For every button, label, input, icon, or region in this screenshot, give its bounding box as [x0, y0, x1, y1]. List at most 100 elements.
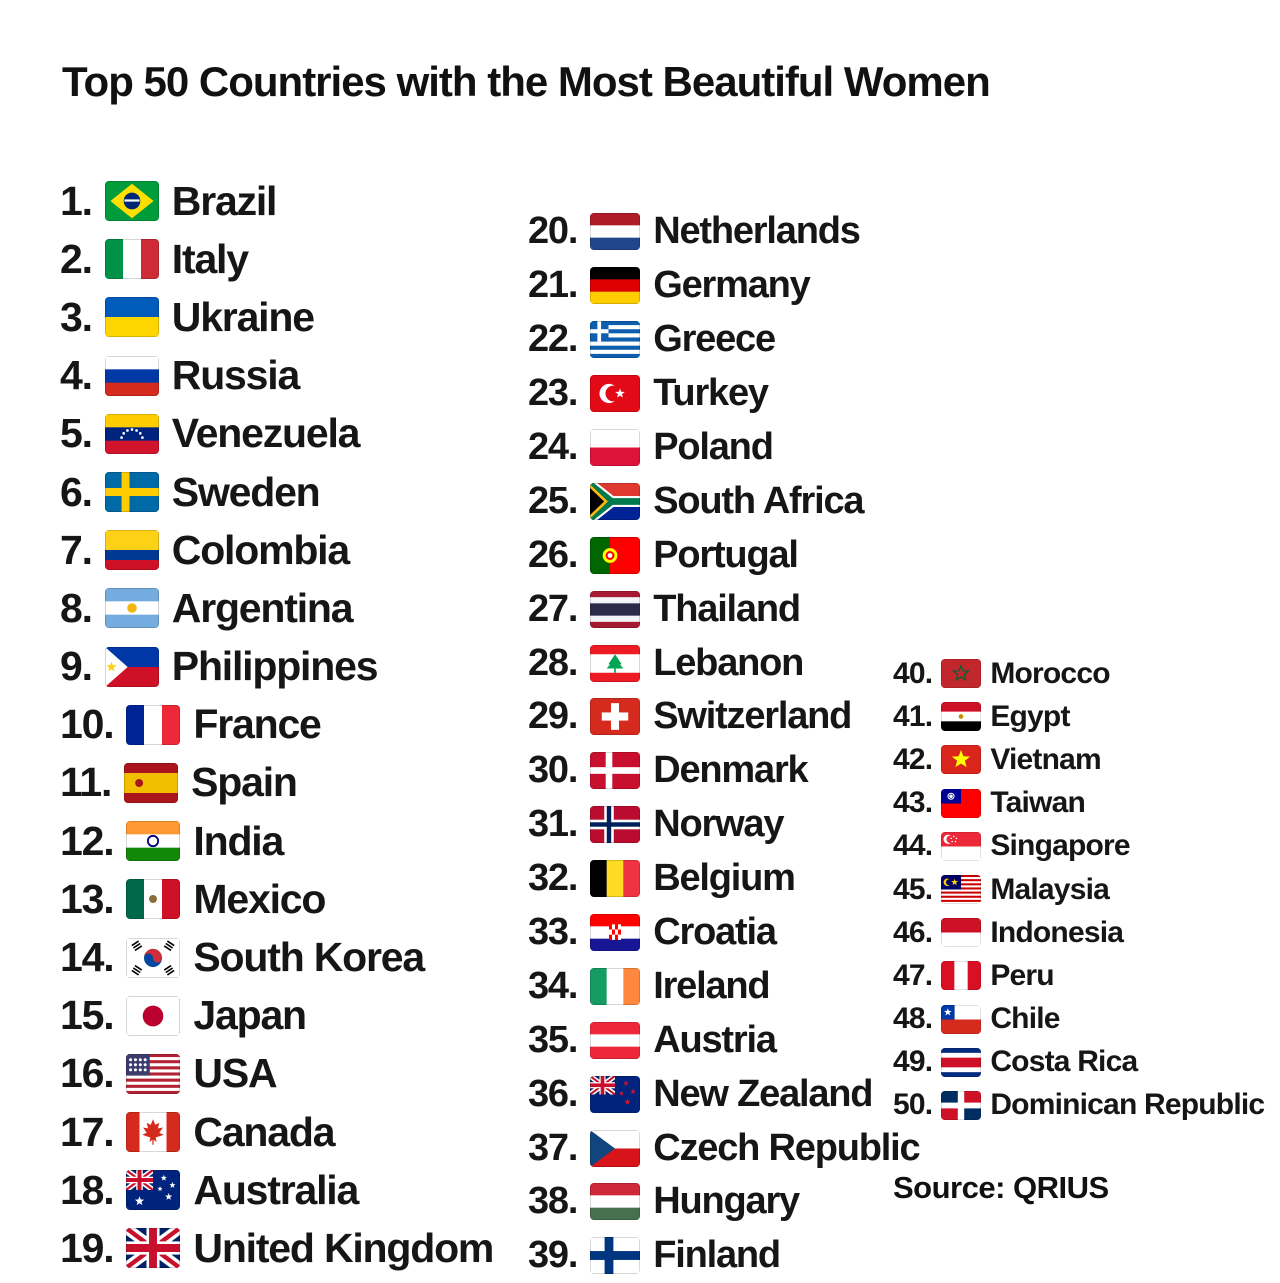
- list-item: 23. Turkey: [528, 367, 919, 421]
- rank-label: 29.: [528, 695, 578, 738]
- country-name: Lebanon: [653, 641, 804, 684]
- country-name: South Korea: [193, 934, 425, 981]
- list-item: 43. Taiwan: [893, 782, 1264, 825]
- list-item: 11. Spain: [60, 754, 493, 812]
- ranking-column-3: 40. Morocco 41. Egypt 42. Vietnam 43. Taiwan 44.…: [893, 652, 1265, 1127]
- country-name: Turkey: [653, 372, 769, 415]
- dominican-republic-flag-icon: [941, 1090, 982, 1120]
- list-item: 30. Denmark: [528, 744, 919, 798]
- country-name: Italy: [171, 235, 249, 282]
- rank-label: 11.: [60, 759, 112, 806]
- list-item: 39. Finland: [528, 1229, 919, 1283]
- country-name: United Kingdom: [193, 1224, 494, 1271]
- rank-label: 43.: [893, 786, 933, 820]
- rank-label: 47.: [893, 958, 933, 992]
- ireland-flag-icon: [590, 967, 641, 1005]
- list-item: 3. Ukraine: [60, 288, 493, 346]
- list-item: 42. Vietnam: [893, 738, 1264, 781]
- rank-label: 17.: [60, 1108, 115, 1155]
- list-item: 22. Greece: [528, 313, 919, 367]
- venezuela-flag-icon: [104, 413, 159, 454]
- list-item: 24. Poland: [528, 421, 919, 475]
- united-kingdom-flag-icon: [126, 1228, 181, 1269]
- rank-label: 40.: [893, 656, 933, 690]
- peru-flag-icon: [941, 961, 982, 991]
- country-name: Peru: [990, 958, 1054, 992]
- list-item: 12. India: [60, 812, 493, 870]
- source-credit: Source: QRIUS: [893, 1170, 1109, 1205]
- list-item: 13. Mexico: [60, 870, 493, 928]
- rank-label: 1.: [60, 177, 93, 224]
- rank-label: 48.: [893, 1002, 933, 1036]
- country-name: USA: [193, 1050, 277, 1097]
- country-name: Portugal: [653, 533, 799, 576]
- rank-label: 38.: [528, 1180, 578, 1223]
- chile-flag-icon: [941, 1004, 982, 1034]
- rank-label: 13.: [60, 875, 115, 922]
- rank-label: 32.: [528, 857, 578, 900]
- country-name: Greece: [653, 318, 776, 361]
- rank-label: 27.: [528, 587, 578, 630]
- rank-label: 39.: [528, 1234, 578, 1277]
- ranking-column-2: 20. Netherlands 21. Germany 22. Greece 23. Turk…: [528, 205, 921, 1283]
- russia-flag-icon: [104, 355, 159, 396]
- list-item: 32. Belgium: [528, 852, 919, 906]
- country-name: South Africa: [653, 479, 864, 522]
- list-item: 8. Argentina: [60, 579, 493, 637]
- list-item: 33. Croatia: [528, 906, 919, 960]
- rank-label: 35.: [528, 1018, 578, 1061]
- rank-label: 26.: [528, 533, 578, 576]
- country-name: Germany: [653, 264, 811, 307]
- egypt-flag-icon: [941, 702, 982, 732]
- list-item: 4. Russia: [60, 347, 493, 405]
- list-item: 5. Venezuela: [60, 405, 493, 463]
- rank-label: 50.: [893, 1088, 933, 1122]
- rank-label: 12.: [60, 817, 115, 864]
- list-item: 14. South Korea: [60, 928, 493, 986]
- list-item: 34. Ireland: [528, 959, 919, 1013]
- country-name: Brazil: [171, 177, 278, 224]
- czech-republic-flag-icon: [590, 1129, 641, 1167]
- list-item: 6. Sweden: [60, 463, 493, 521]
- list-item: 37. Czech Republic: [528, 1121, 921, 1175]
- germany-flag-icon: [590, 267, 641, 305]
- rank-label: 7.: [60, 526, 93, 573]
- rank-label: 22.: [528, 318, 578, 361]
- south-africa-flag-icon: [590, 482, 641, 520]
- vietnam-flag-icon: [941, 745, 982, 775]
- rank-label: 33.: [528, 911, 578, 954]
- country-name: Chile: [990, 1002, 1060, 1036]
- poland-flag-icon: [590, 429, 641, 466]
- country-name: Taiwan: [990, 786, 1085, 820]
- country-name: Spain: [191, 759, 298, 806]
- rank-label: 9.: [60, 643, 93, 690]
- list-item: 38. Hungary: [528, 1175, 919, 1229]
- country-name: Egypt: [990, 699, 1070, 733]
- country-name: Sweden: [171, 468, 321, 515]
- rank-label: 20.: [528, 210, 578, 253]
- rank-label: 14.: [60, 934, 115, 981]
- colombia-flag-icon: [104, 530, 159, 571]
- list-item: 48. Chile: [893, 998, 1264, 1041]
- country-name: Morocco: [990, 656, 1110, 690]
- rank-label: 41.: [893, 699, 933, 733]
- rank-label: 23.: [528, 372, 578, 415]
- rank-label: 3.: [60, 293, 93, 340]
- list-item: 44. Singapore: [893, 825, 1264, 868]
- indonesia-flag-icon: [941, 918, 982, 948]
- rank-label: 34.: [528, 964, 578, 1007]
- country-name: New Zealand: [653, 1072, 873, 1115]
- country-name: Czech Republic: [653, 1126, 920, 1169]
- country-name: Malaysia: [990, 872, 1109, 906]
- rank-label: 21.: [528, 264, 578, 307]
- mexico-flag-icon: [126, 879, 181, 920]
- greece-flag-icon: [590, 321, 641, 359]
- country-name: Canada: [193, 1108, 335, 1155]
- rank-label: 6.: [60, 468, 93, 515]
- rank-label: 16.: [60, 1050, 115, 1097]
- taiwan-flag-icon: [941, 788, 982, 818]
- list-item: 17. Canada: [60, 1103, 493, 1161]
- rank-label: 45.: [893, 872, 933, 906]
- list-item: 18. Australia: [60, 1161, 493, 1219]
- country-name: Thailand: [653, 587, 801, 630]
